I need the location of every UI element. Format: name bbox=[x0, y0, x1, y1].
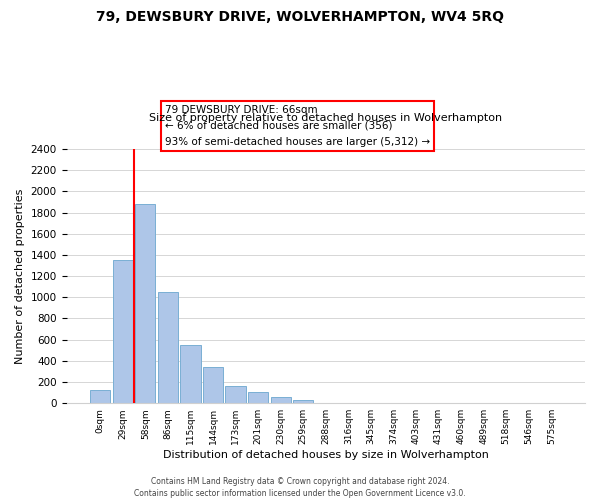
Bar bbox=[90, 390, 110, 403]
Bar bbox=[203, 367, 223, 403]
X-axis label: Distribution of detached houses by size in Wolverhampton: Distribution of detached houses by size … bbox=[163, 450, 489, 460]
Text: Contains HM Land Registry data © Crown copyright and database right 2024.
Contai: Contains HM Land Registry data © Crown c… bbox=[134, 476, 466, 498]
Y-axis label: Number of detached properties: Number of detached properties bbox=[15, 188, 25, 364]
Bar bbox=[428, 402, 449, 403]
Bar bbox=[293, 400, 313, 403]
Bar bbox=[518, 402, 539, 403]
Bar bbox=[226, 386, 246, 403]
Text: 79, DEWSBURY DRIVE, WOLVERHAMPTON, WV4 5RQ: 79, DEWSBURY DRIVE, WOLVERHAMPTON, WV4 5… bbox=[96, 10, 504, 24]
Bar bbox=[316, 402, 336, 403]
Bar bbox=[135, 204, 155, 403]
Bar bbox=[248, 392, 268, 403]
Bar bbox=[113, 260, 133, 403]
Bar bbox=[181, 345, 200, 403]
Title: Size of property relative to detached houses in Wolverhampton: Size of property relative to detached ho… bbox=[149, 114, 502, 124]
Bar bbox=[158, 292, 178, 403]
Bar bbox=[338, 402, 358, 403]
Bar bbox=[271, 397, 291, 403]
Text: 79 DEWSBURY DRIVE: 66sqm
← 6% of detached houses are smaller (356)
93% of semi-d: 79 DEWSBURY DRIVE: 66sqm ← 6% of detache… bbox=[165, 106, 430, 146]
